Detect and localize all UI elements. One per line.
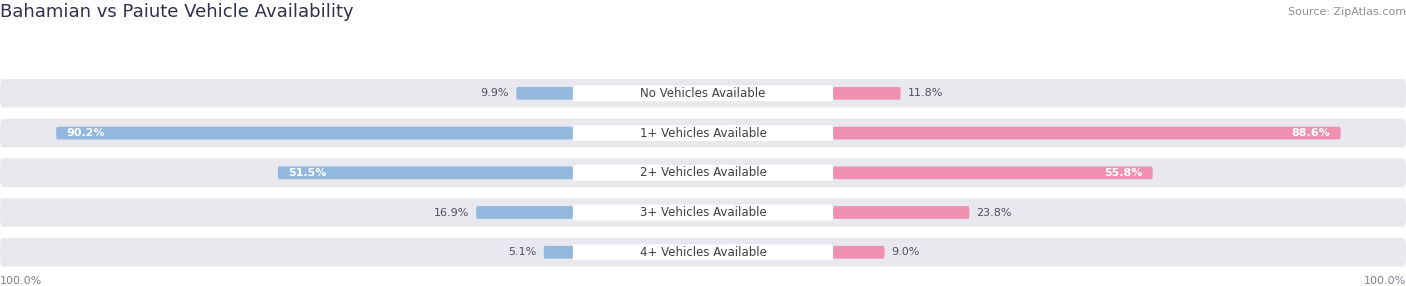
FancyBboxPatch shape	[477, 206, 574, 219]
FancyBboxPatch shape	[832, 246, 884, 259]
Text: Bahamian vs Paiute Vehicle Availability: Bahamian vs Paiute Vehicle Availability	[0, 3, 354, 21]
Text: No Vehicles Available: No Vehicles Available	[640, 87, 766, 100]
Text: 5.1%: 5.1%	[509, 247, 537, 257]
FancyBboxPatch shape	[574, 204, 832, 221]
Text: 9.0%: 9.0%	[891, 247, 920, 257]
FancyBboxPatch shape	[832, 127, 1341, 140]
FancyBboxPatch shape	[278, 166, 574, 179]
Text: 90.2%: 90.2%	[66, 128, 105, 138]
Text: 55.8%: 55.8%	[1104, 168, 1142, 178]
Text: 9.9%: 9.9%	[481, 88, 509, 98]
FancyBboxPatch shape	[544, 246, 574, 259]
Text: 1+ Vehicles Available: 1+ Vehicles Available	[640, 127, 766, 140]
Text: 2+ Vehicles Available: 2+ Vehicles Available	[640, 166, 766, 179]
Text: Source: ZipAtlas.com: Source: ZipAtlas.com	[1288, 7, 1406, 17]
FancyBboxPatch shape	[832, 206, 969, 219]
FancyBboxPatch shape	[832, 87, 901, 100]
Text: 100.0%: 100.0%	[0, 276, 42, 286]
Text: 100.0%: 100.0%	[1364, 276, 1406, 286]
FancyBboxPatch shape	[0, 238, 1406, 267]
Text: 51.5%: 51.5%	[288, 168, 326, 178]
Text: 11.8%: 11.8%	[908, 88, 943, 98]
Text: 3+ Vehicles Available: 3+ Vehicles Available	[640, 206, 766, 219]
FancyBboxPatch shape	[0, 119, 1406, 147]
FancyBboxPatch shape	[832, 166, 1153, 179]
Text: 4+ Vehicles Available: 4+ Vehicles Available	[640, 246, 766, 259]
FancyBboxPatch shape	[0, 198, 1406, 227]
Text: 16.9%: 16.9%	[433, 208, 470, 218]
FancyBboxPatch shape	[574, 86, 832, 101]
FancyBboxPatch shape	[574, 125, 832, 141]
Text: 88.6%: 88.6%	[1291, 128, 1330, 138]
FancyBboxPatch shape	[56, 127, 574, 140]
FancyBboxPatch shape	[0, 158, 1406, 187]
FancyBboxPatch shape	[0, 79, 1406, 108]
FancyBboxPatch shape	[574, 165, 832, 181]
FancyBboxPatch shape	[574, 244, 832, 260]
FancyBboxPatch shape	[516, 87, 574, 100]
Text: 23.8%: 23.8%	[976, 208, 1012, 218]
